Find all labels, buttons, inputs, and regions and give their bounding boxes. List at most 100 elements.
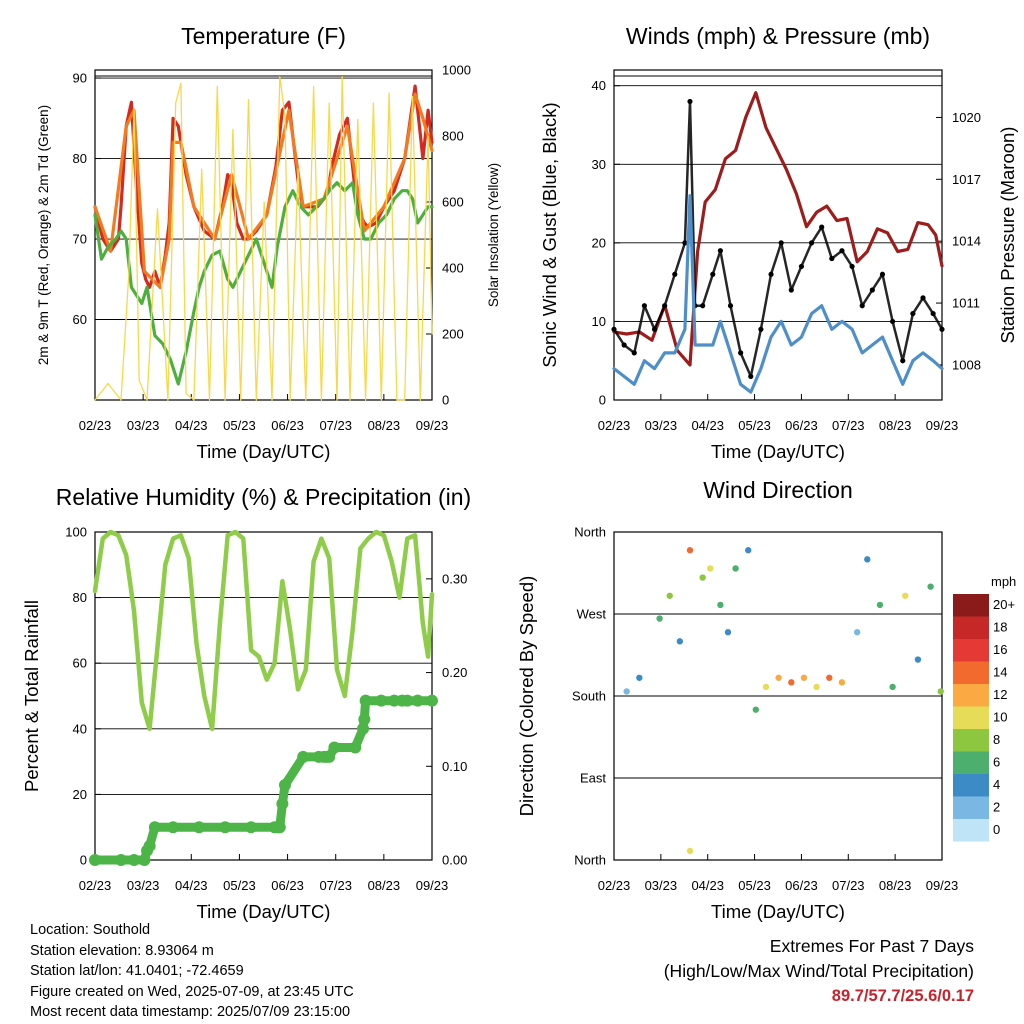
wind-pressure-panel: Winds (mph) & Pressure (mb)0102030401008… (539, 23, 1018, 462)
y-right-tick-label: 1014 (952, 234, 981, 249)
series-line (612, 91, 944, 367)
y-right-tick-label: 400 (442, 261, 464, 276)
station-info: Location: Southold Station elevation: 8.… (30, 920, 354, 1023)
y-tick-label: 40 (592, 78, 606, 93)
data-point (889, 683, 896, 691)
legend-label: 4 (993, 777, 1000, 792)
humidity-precip-panel: Relative Humidity (%) & Precipitation (i… (21, 484, 471, 922)
created-text: Figure created on Wed, 2025-07-09, at 23… (30, 983, 354, 1000)
data-point (707, 565, 714, 572)
legend-label: 10 (993, 710, 1007, 725)
x-tick-label: 07/23 (319, 878, 352, 893)
x-tick-label: 03/23 (645, 878, 678, 893)
x-tick-label: 06/23 (785, 418, 818, 433)
chart-title: Relative Humidity (%) & Precipitation (i… (56, 484, 471, 510)
y-right-tick-label: 1017 (952, 172, 981, 187)
legend-label: 20+ (993, 597, 1015, 612)
y-tick-label: North (574, 525, 606, 540)
data-point (838, 679, 846, 686)
data-point (724, 629, 732, 636)
y-tick-label: 40 (73, 721, 87, 736)
x-axis-label: Time (Day/UTC) (711, 901, 845, 922)
y-tick-label: 80 (73, 151, 87, 166)
x-tick-label: 04/23 (175, 418, 208, 433)
data-point (666, 592, 673, 599)
y-tick-label: 20 (592, 235, 606, 250)
x-tick-label: 06/23 (785, 878, 818, 893)
y-tick-label: 100 (65, 525, 87, 540)
data-point (732, 565, 739, 572)
data-point (927, 583, 934, 590)
legend-swatch (953, 639, 989, 662)
y-tick-label: 0 (80, 853, 87, 868)
x-tick-label: 08/23 (368, 418, 401, 433)
legend-swatch (953, 706, 989, 729)
data-point (937, 688, 944, 695)
x-tick-label: 07/23 (832, 418, 865, 433)
series-line (93, 181, 434, 386)
legend-label: 8 (993, 732, 1000, 747)
x-tick-label: 02/23 (598, 418, 631, 433)
series-line (93, 92, 434, 289)
extremes-box: Extremes For Past 7 Days (High/Low/Max W… (664, 934, 974, 1009)
x-axis-label: Time (Day/UTC) (197, 441, 331, 462)
x-tick-label: 02/23 (598, 878, 631, 893)
y-tick-label: 80 (73, 590, 87, 605)
y-axis-label: Sonic Wind & Gust (Blue, Black) (539, 102, 560, 367)
x-tick-label: 08/23 (879, 418, 912, 433)
y-tick-label: North (574, 853, 606, 868)
speed-legend: mph 20+ 18 16 14 12 10 8 6 4 2 0 (953, 574, 1016, 842)
y-tick-label: 0 (599, 393, 606, 408)
legend-swatch (953, 796, 989, 819)
data-point (775, 674, 782, 681)
legend-label: 2 (993, 800, 1000, 815)
x-tick-label: 07/23 (319, 418, 352, 433)
chart-title: Temperature (F) (181, 23, 346, 49)
data-point (876, 601, 884, 609)
data-point (623, 688, 630, 695)
y-tick-label: 60 (73, 312, 87, 327)
chart-title: Wind Direction (703, 477, 853, 503)
data-point (800, 674, 808, 681)
x-tick-label: 03/23 (127, 878, 160, 893)
x-tick-label: 03/23 (127, 418, 160, 433)
data-point (686, 547, 694, 554)
x-axis-label: Time (Day/UTC) (711, 441, 845, 462)
data-point (752, 706, 760, 713)
x-tick-label: 05/23 (223, 418, 256, 433)
y-tick-label: 20 (73, 787, 87, 802)
recent-text: Most recent data timestamp: 2025/07/09 2… (30, 1004, 351, 1020)
legend-swatch (953, 819, 989, 842)
y-tick-label: 10 (592, 314, 606, 329)
x-tick-label: 08/23 (879, 878, 912, 893)
y-tick-label: 90 (73, 71, 87, 86)
series-line (92, 529, 435, 732)
x-tick-label: 07/23 (832, 878, 865, 893)
data-point (699, 574, 706, 581)
x-tick-label: 05/23 (738, 418, 771, 433)
y-right-tick-label: 0.30 (442, 571, 467, 586)
data-point (902, 592, 909, 599)
data-point (656, 615, 663, 622)
x-tick-label: 09/23 (926, 878, 959, 893)
wind-direction-panel: Wind Direction North East South West North 02/… (516, 477, 958, 922)
y-axis-label: Percent & Total Rainfall (21, 600, 42, 792)
data-point (717, 601, 724, 609)
x-tick-label: 04/23 (175, 878, 208, 893)
series-line (94, 75, 433, 401)
x-tick-label: 09/23 (926, 418, 959, 433)
plot-frame (613, 69, 943, 401)
y-right-tick-label: 1011 (952, 296, 980, 311)
y-right-tick-label: 800 (442, 129, 464, 144)
x-tick-label: 06/23 (271, 878, 304, 893)
elevation-text: Station elevation: 8.93064 m (30, 942, 214, 959)
legend-label: 0 (993, 822, 1000, 837)
data-point (636, 674, 643, 681)
legend-swatch (953, 616, 989, 639)
y-right-tick-label: 0.10 (442, 759, 467, 774)
data-point (762, 683, 770, 691)
legend-swatch (953, 594, 989, 617)
data-point (676, 638, 684, 645)
location-text: Location: Southold (30, 922, 151, 938)
